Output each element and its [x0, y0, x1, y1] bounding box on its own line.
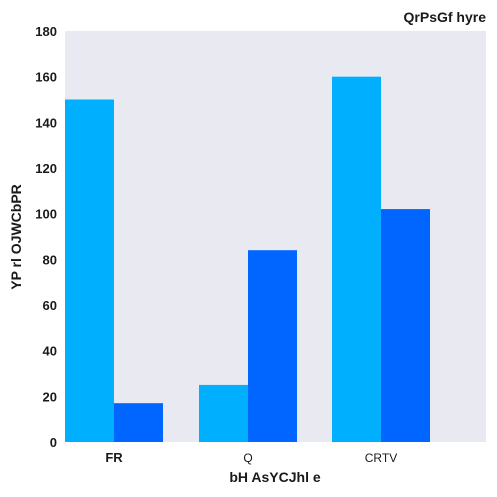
x-tick-label: CRTV [365, 451, 397, 465]
y-tick-label: 100 [35, 207, 57, 222]
y-tick-label: 40 [43, 344, 57, 359]
chart-title: QrPsGf hyre [404, 9, 487, 25]
bar-series-2-crtv [381, 209, 430, 442]
y-tick-label: 120 [35, 161, 57, 176]
y-tick-label: 140 [35, 115, 57, 130]
x-tick-label: FR [105, 450, 123, 465]
y-axis-label: YP rl OJWCbPR [8, 184, 24, 290]
x-axis-label: bH AsYCJhl e [229, 469, 320, 485]
bar-series-2-fr [114, 403, 163, 442]
bar-series-1-crtv [332, 77, 381, 442]
bar-series-2-q [248, 250, 297, 442]
y-axis-ticks: 0 20 40 60 80 100 120 140 160 180 [35, 24, 57, 450]
bar-series-1-q [199, 385, 248, 442]
bar-series-1-fr [65, 100, 114, 443]
y-tick-label: 0 [50, 435, 57, 450]
x-tick-label: Q [243, 451, 252, 465]
y-tick-label: 20 [43, 389, 57, 404]
y-tick-label: 60 [43, 298, 57, 313]
y-tick-label: 180 [35, 24, 57, 39]
x-axis-ticks: FR Q CRTV [105, 450, 397, 465]
y-tick-label: 80 [43, 252, 57, 267]
y-tick-label: 160 [35, 70, 57, 85]
